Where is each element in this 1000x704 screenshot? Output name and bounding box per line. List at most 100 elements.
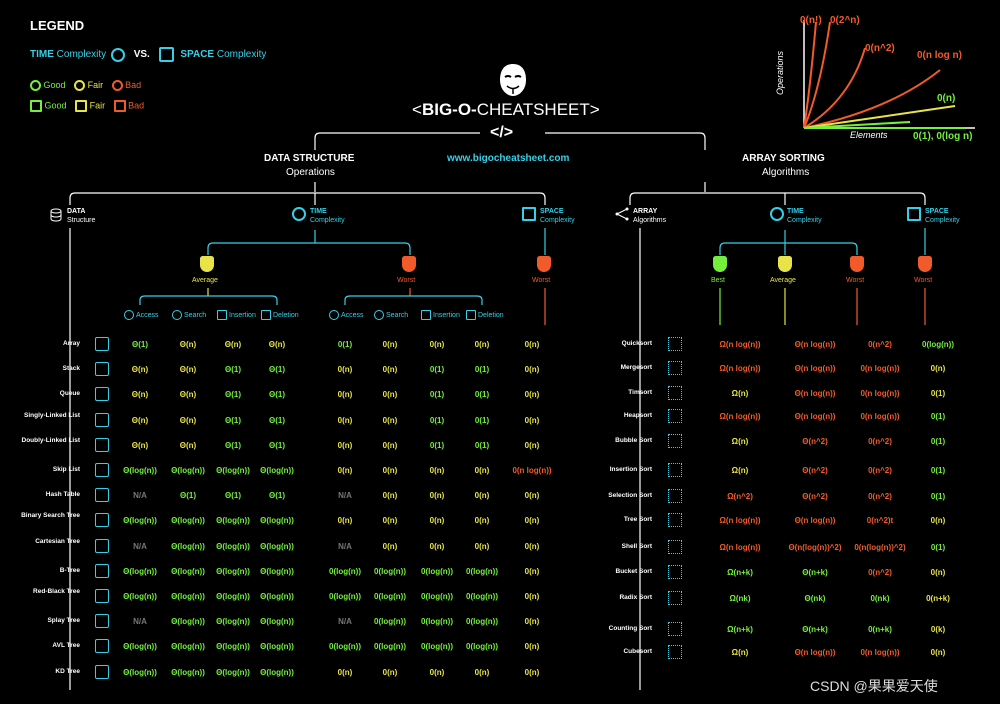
sort-cell: 0(n^2) [868, 340, 892, 349]
insert-icon [217, 310, 227, 320]
ds-cell: Θ(log(n)) [123, 566, 157, 576]
ds-cell: 0(log(n)) [421, 592, 453, 601]
legend-fair: Fair [87, 80, 104, 90]
sort-algorithm-icon [668, 622, 682, 636]
sort-cell: Θ(n log(n)) [794, 389, 836, 398]
sort-cell: 0(n^2) [868, 492, 892, 501]
ds-row-label: Skip List [52, 466, 80, 473]
sort-row-label: Bucket Sort [615, 568, 652, 575]
ds-cell: 0(n) [382, 541, 398, 551]
legend-good: Good [43, 80, 66, 90]
ds-subtitle: Operations [286, 167, 335, 178]
sort-cell: Ω(n) [731, 466, 749, 475]
ds-cell: Θ(n) [131, 440, 149, 450]
sort-row-label: Quicksort [621, 340, 652, 347]
ds-cell: 0(n) [524, 617, 540, 627]
ds-cell: 0(n) [382, 466, 398, 475]
floppy-good-icon [30, 100, 42, 112]
ds-cell: 0(n) [337, 516, 353, 526]
sort-cell: Ω(n log(n)) [719, 516, 761, 525]
ds-row-label: KD Tree [55, 667, 80, 675]
sort-cell: Θ(n(log(n))^2) [788, 543, 842, 552]
ds-cell: Θ(log(n)) [216, 592, 250, 601]
ds-cell: Θ(log(n)) [123, 642, 157, 652]
legend-space-word: SPACE [180, 49, 215, 61]
ds-row-label: Queue [59, 390, 80, 398]
sort-cell: Ω(nk) [729, 594, 751, 603]
col-array-sub: Algorithms [633, 217, 667, 224]
ds-cell: 0(n) [382, 516, 398, 526]
ds-cell: 0(n) [337, 415, 353, 425]
sort-cell: 0(1) [930, 543, 946, 552]
search-icon [172, 310, 182, 320]
ds-cell: Θ(log(n)) [260, 592, 294, 601]
ds-cell: N/A [133, 617, 147, 627]
ds-cell: 0(n) [524, 566, 540, 576]
sort-cell: 0(log(n)) [922, 340, 954, 349]
sort-cell: 0(1) [930, 466, 946, 475]
ds-cell: Θ(log(n)) [123, 516, 157, 526]
ds-cell: 0(log(n)) [329, 642, 361, 652]
average-mask-icon [200, 256, 214, 272]
sort-algorithm-icon [668, 540, 682, 554]
ds-cell: 0(n) [429, 491, 445, 501]
ds-cell: Θ(log(n)) [216, 642, 250, 652]
floppy-icon [158, 47, 174, 62]
sort-cell: Ω(n log(n)) [719, 364, 761, 373]
ds-cell: N/A [133, 541, 147, 551]
sort-cell: Θ(n^2) [802, 492, 828, 501]
col-data-sub: Structure [67, 217, 96, 224]
sort-row-label: Radix Sort [619, 594, 652, 601]
avg-op-header-0: Access [124, 310, 159, 320]
ds-worst-label: Worst [397, 277, 416, 284]
data-structure-icon [95, 387, 109, 402]
ds-cell: 0(log(n)) [374, 592, 406, 601]
sort-algorithm-icon [668, 513, 682, 527]
ds-cell: Θ(n) [179, 365, 197, 375]
ds-cell: Θ(1) [269, 440, 285, 450]
ds-cell: 0(log(n)) [466, 592, 498, 601]
sort-cell: Ω(n+k) [727, 568, 753, 577]
trash-icon [261, 310, 271, 320]
sort-row-label: Heapsort [623, 412, 652, 419]
ds-cell: Θ(log(n)) [260, 541, 294, 551]
ds-cell: N/A [338, 541, 352, 551]
sort-time-stopwatch-icon [770, 207, 784, 221]
ds-cell: 0(log(n)) [329, 592, 361, 601]
sort-cell: Ω(n log(n)) [719, 340, 761, 349]
ds-cell: 0(n) [429, 340, 445, 349]
ds-cell: 0(n) [474, 466, 490, 475]
site-url: www.bigocheatsheet.com [447, 153, 570, 164]
database-icon [50, 208, 62, 227]
sort-cell: Θ(n+k) [802, 568, 828, 577]
ds-row-label: AVL Tree [52, 642, 80, 650]
ds-cell: 0(n) [337, 440, 353, 450]
sort-cell: Θ(n log(n)) [794, 648, 836, 657]
sort-cell: 0(1) [930, 492, 946, 501]
legend-bad-space: Bad [128, 100, 145, 111]
ds-cell: Θ(log(n)) [216, 617, 250, 627]
ds-cell: 0(n) [382, 365, 398, 375]
ds-row-label: Cartesian Tree [35, 537, 80, 545]
sort-best-label: Best [711, 277, 726, 284]
ds-cell: 0(n) [524, 440, 540, 450]
op-label: Search [184, 311, 207, 319]
ds-row-label: Singly-Linked List [24, 411, 80, 419]
ds-cell: 0(1) [474, 365, 490, 375]
data-structure-icon [95, 614, 109, 629]
ds-cell: Θ(log(n)) [123, 667, 157, 677]
sort-cell: 0(n log(n)) [860, 648, 900, 657]
ds-cell: Θ(1) [269, 365, 285, 375]
ds-cell: Θ(n) [179, 415, 197, 425]
ds-cell: Θ(n) [268, 340, 286, 349]
sort-cell: Θ(n log(n)) [794, 516, 836, 525]
ds-row-label: Hash Table [45, 491, 80, 499]
ds-cell: Θ(log(n)) [216, 466, 250, 475]
ds-cell: 0(log(n)) [421, 642, 453, 652]
growth-chart [803, 20, 975, 129]
ds-cell: Θ(log(n)) [260, 516, 294, 526]
ds-cell: Θ(1) [225, 415, 241, 425]
ds-cell: 0(n) [337, 390, 353, 400]
ds-row-label: Doubly-Linked List [21, 436, 81, 444]
ds-cell: Θ(log(n)) [171, 566, 205, 576]
